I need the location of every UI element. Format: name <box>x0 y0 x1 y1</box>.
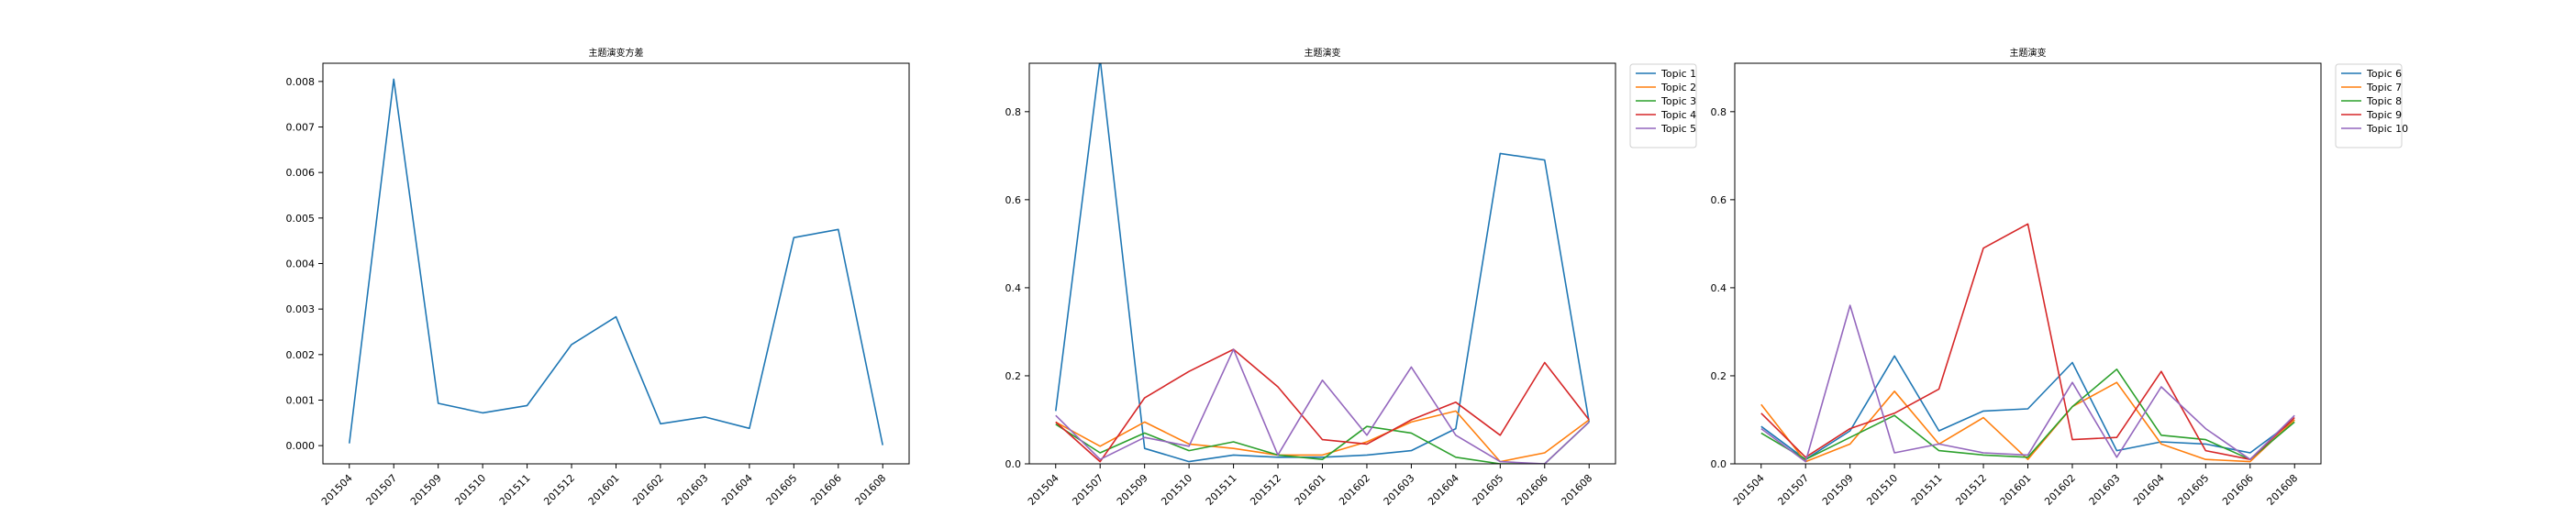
plot-frame <box>323 63 909 464</box>
x-tick-label: 201606 <box>808 472 844 508</box>
x-tick-label: 201603 <box>2087 472 2123 508</box>
chart-title: 主题演变方差 <box>589 47 644 59</box>
y-tick-label: 0.004 <box>286 258 316 270</box>
y-tick-label: 0.000 <box>286 440 316 452</box>
x-tick-label: 201504 <box>1731 472 1767 508</box>
legend-label: Topic 6 <box>2366 68 2402 80</box>
y-tick-label: 0.4 <box>1005 282 1022 294</box>
y-tick-label: 0.005 <box>286 213 316 225</box>
x-tick-label: 201604 <box>1426 472 1461 508</box>
x-tick-label: 201511 <box>1909 472 1945 508</box>
chart-panel-2: 主题演变 0.0 0.2 0.4 0.6 0.8 201504 201507 201509 201… <box>1005 47 1697 508</box>
x-tick-label: 201608 <box>852 472 888 508</box>
y-tick-label: 0.6 <box>1005 194 1022 206</box>
x-tick-label: 201512 <box>1953 472 1989 508</box>
y-tick-label: 0.6 <box>1711 194 1727 206</box>
x-tick-label: 201608 <box>1559 472 1594 508</box>
x-tick-label: 201602 <box>1337 472 1372 508</box>
y-tick-label: 0.006 <box>286 167 316 179</box>
y-tick-label: 0.0 <box>1005 458 1022 470</box>
x-tick-label: 201606 <box>2220 472 2256 508</box>
legend-label: Topic 10 <box>2366 123 2408 135</box>
y-tick-label: 0.8 <box>1005 106 1022 118</box>
x-tick-label: 201510 <box>1864 472 1900 508</box>
y-tick-label: 0.8 <box>1711 106 1727 118</box>
legend-label: Topic 1 <box>1660 68 1696 80</box>
chart-title: 主题演变 <box>2010 47 2047 59</box>
legend-label: Topic 3 <box>1660 95 1696 107</box>
legend-label: Topic 8 <box>2366 95 2402 107</box>
x-tick-label: 201605 <box>2176 472 2212 508</box>
x-tick-label: 201512 <box>541 472 577 508</box>
x-tick-label: 201606 <box>1515 472 1550 508</box>
series-line-topic-7 <box>1761 382 2294 461</box>
legend-label: Topic 9 <box>2366 109 2402 121</box>
x-tick-label: 201601 <box>586 472 622 508</box>
x-tick-label: 201602 <box>2042 472 2078 508</box>
x-tick-label: 201511 <box>497 472 533 508</box>
y-tick-label: 0.2 <box>1711 370 1727 382</box>
series-line-variance <box>350 79 883 445</box>
x-tick-label: 201509 <box>1820 472 1856 508</box>
x-tick-label: 201601 <box>1293 472 1328 508</box>
plot-frame <box>1029 63 1616 464</box>
x-tick-label: 201604 <box>719 472 755 508</box>
x-tick-label: 201603 <box>675 472 711 508</box>
y-tick-label: 0.002 <box>286 349 316 361</box>
x-tick-label: 201601 <box>1998 472 2034 508</box>
x-tick-label: 201504 <box>319 472 355 508</box>
x-tick-label: 201507 <box>363 472 399 508</box>
x-tick-label: 201605 <box>764 472 800 508</box>
x-tick-label: 201507 <box>1775 472 1811 508</box>
y-tick-label: 0.0 <box>1711 458 1727 470</box>
x-tick-label: 201603 <box>1382 472 1417 508</box>
x-tick-label: 201512 <box>1248 472 1283 508</box>
x-tick-label: 201504 <box>1026 472 1061 508</box>
y-tick-label: 0.003 <box>286 303 316 315</box>
chart-title: 主题演变 <box>1305 47 1341 59</box>
legend-label: Topic 4 <box>1660 109 1696 121</box>
y-tick-label: 0.2 <box>1005 370 1022 382</box>
y-tick-label: 0.4 <box>1711 282 1727 294</box>
x-tick-label: 201510 <box>452 472 488 508</box>
x-tick-label: 201605 <box>1471 472 1506 508</box>
x-tick-label: 201602 <box>630 472 666 508</box>
x-tick-label: 201510 <box>1159 472 1194 508</box>
y-tick-label: 0.001 <box>286 394 316 406</box>
x-tick-label: 201509 <box>408 472 444 508</box>
legend-label: Topic 2 <box>1660 82 1696 94</box>
x-tick-label: 201509 <box>1115 472 1150 508</box>
legend-label: Topic 5 <box>1660 123 1696 135</box>
legend-label: Topic 7 <box>2366 82 2402 94</box>
series-line-topic-9 <box>1761 224 2294 459</box>
x-tick-label: 201511 <box>1204 472 1239 508</box>
y-tick-label: 0.008 <box>286 76 316 88</box>
series-line-topic-1 <box>1056 59 1589 461</box>
series-line-topic-10 <box>1761 305 2294 462</box>
y-tick-label: 0.007 <box>286 122 316 134</box>
chart-panel-1: 主题演变方差 0.000 0.001 0.002 0.003 0.004 0.005 0.00… <box>286 47 910 508</box>
x-tick-label: 201604 <box>2131 472 2167 508</box>
x-tick-label: 201608 <box>2264 472 2300 508</box>
x-tick-label: 201507 <box>1070 472 1105 508</box>
